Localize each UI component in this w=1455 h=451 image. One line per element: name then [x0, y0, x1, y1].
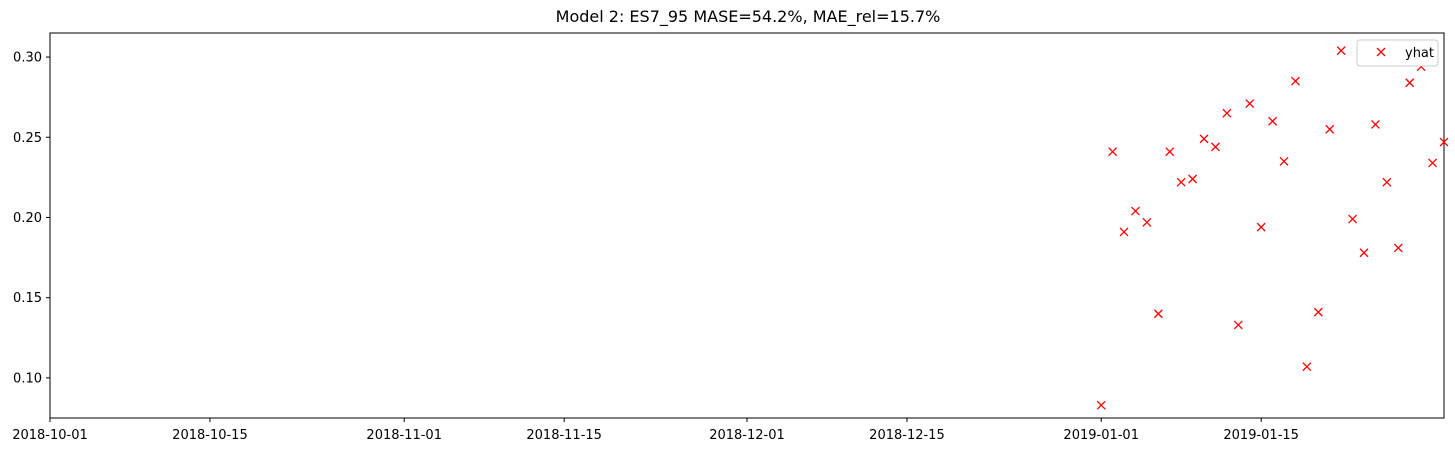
data-point — [1176, 177, 1186, 187]
x-tick-label: 2018-11-15 — [526, 428, 602, 443]
x-axis: 2018-10-01 2018-10-15 2018-11-01 2018-11-15… — [12, 418, 1299, 443]
data-point — [1096, 400, 1106, 410]
data-point — [1131, 206, 1140, 216]
x-tick-label: 2018-10-01 — [12, 428, 88, 443]
y-axis: 0.10 0.15 0.20 0.25 0.30 — [13, 51, 50, 386]
data-point — [1428, 158, 1438, 168]
x-tick-label: 2019-01-15 — [1223, 428, 1299, 443]
legend-box — [1356, 39, 1439, 67]
data-point — [1348, 214, 1358, 224]
data-point — [1405, 78, 1415, 88]
plot-area: 2018-10-01 2018-10-15 2018-11-01 2018-11-15… — [12, 32, 1449, 443]
data-point — [1188, 174, 1198, 184]
data-point — [1142, 217, 1152, 227]
data-point — [1313, 307, 1323, 317]
data-point — [1325, 124, 1335, 134]
data-point — [1165, 147, 1175, 157]
plot-frame — [49, 32, 1445, 419]
data-point — [1439, 137, 1449, 147]
data-point — [1222, 108, 1232, 118]
y-tick-label: 0.25 — [13, 131, 42, 146]
data-point — [1108, 147, 1118, 157]
y-tick-label: 0.30 — [13, 51, 42, 66]
data-point — [1268, 116, 1278, 126]
data-point — [1211, 142, 1220, 152]
data-points — [1096, 46, 1449, 410]
data-point — [1302, 362, 1312, 372]
x-tick-label: 2018-10-15 — [172, 428, 248, 443]
data-point — [1370, 119, 1380, 129]
legend-label: yhat — [1405, 46, 1434, 61]
y-tick-label: 0.10 — [13, 371, 42, 386]
y-tick-label: 0.15 — [13, 291, 42, 306]
data-point — [1393, 243, 1403, 253]
data-point — [1336, 46, 1346, 56]
legend: yhat — [1356, 39, 1439, 67]
chart-title: Model 2: ES7_95 MASE=54.2%, MAE_rel=15.7… — [556, 7, 941, 27]
data-point — [1245, 99, 1255, 109]
data-point — [1119, 227, 1129, 237]
x-tick-label: 2018-12-01 — [709, 428, 785, 443]
data-point — [1359, 248, 1369, 258]
x-tick-label: 2018-12-15 — [869, 428, 945, 443]
legend-marker — [1376, 47, 1386, 57]
x-tick-label: 2019-01-01 — [1063, 428, 1139, 443]
y-tick-label: 0.20 — [13, 211, 42, 226]
data-point — [1153, 309, 1163, 319]
data-point — [1199, 134, 1209, 144]
data-point — [1279, 156, 1289, 166]
data-point — [1256, 222, 1266, 232]
data-point — [1290, 76, 1300, 86]
data-point — [1233, 320, 1243, 330]
data-point — [1382, 177, 1392, 187]
x-tick-label: 2018-11-01 — [366, 428, 442, 443]
legend-x-icon — [1376, 47, 1386, 57]
